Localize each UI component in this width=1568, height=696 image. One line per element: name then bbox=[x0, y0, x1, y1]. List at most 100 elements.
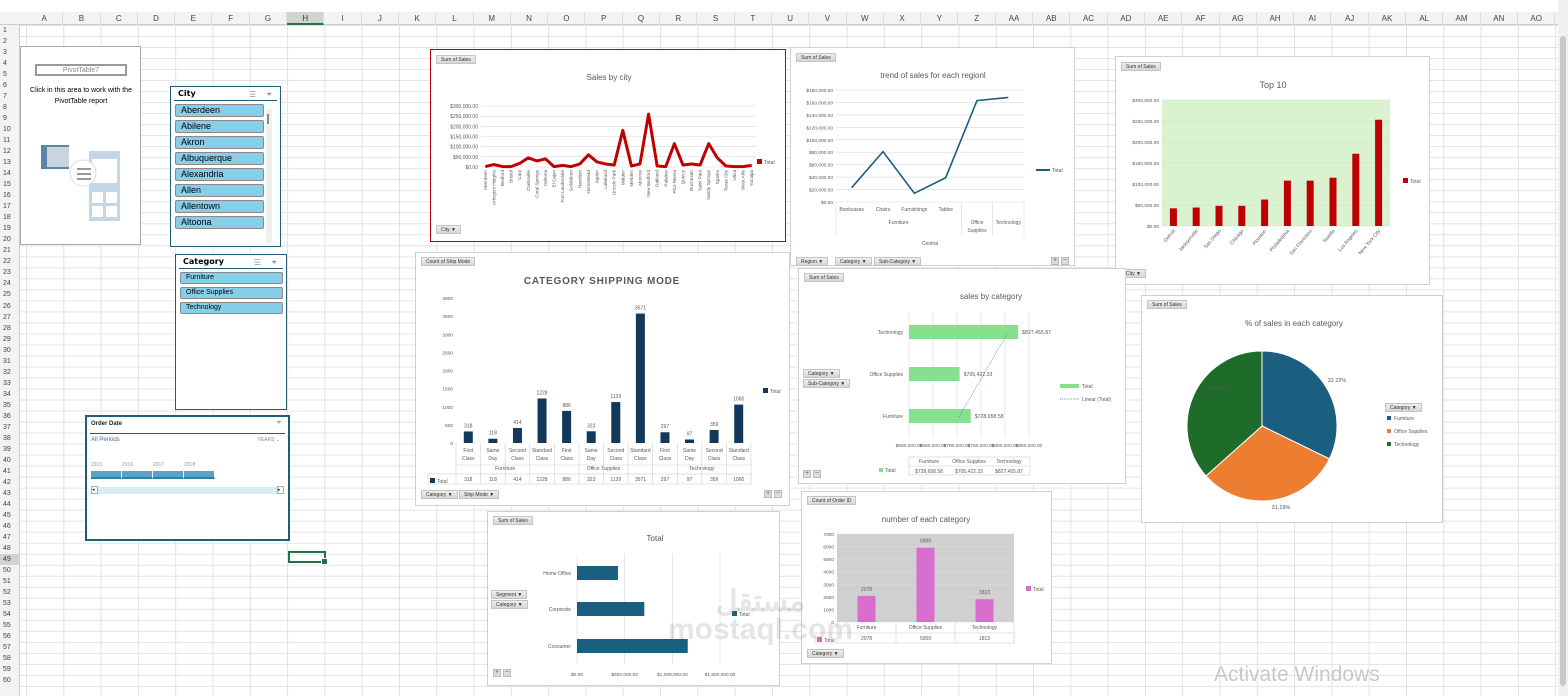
scroll-right-icon[interactable]: ▸ bbox=[277, 486, 284, 494]
row-header-9[interactable]: 9 bbox=[3, 115, 7, 123]
timeline-level-dropdown[interactable]: YEARS ⌄ bbox=[257, 437, 280, 443]
clear-filter-icon[interactable]: ⏷ bbox=[275, 418, 282, 427]
category-slicer-item[interactable]: Office Supplies bbox=[180, 287, 283, 299]
row-header-28[interactable]: 28 bbox=[3, 324, 11, 332]
sales-by-category-chart[interactable]: sales by category $600,000.00 $650,000.00 $… bbox=[798, 268, 1126, 484]
row-header-14[interactable]: 14 bbox=[3, 170, 11, 178]
row-header-39[interactable]: 39 bbox=[3, 445, 11, 453]
row-header-57[interactable]: 57 bbox=[3, 644, 11, 652]
row-header-29[interactable]: 29 bbox=[3, 335, 11, 343]
row-header-48[interactable]: 48 bbox=[3, 544, 11, 552]
column-header-C[interactable]: C bbox=[101, 12, 138, 25]
column-header-V[interactable]: V bbox=[809, 12, 847, 25]
row-header-13[interactable]: 13 bbox=[3, 159, 11, 167]
column-header-B[interactable]: B bbox=[63, 12, 101, 25]
value-field-button[interactable]: Sum of Sales bbox=[493, 516, 533, 525]
value-field-button[interactable]: Sum of Sales bbox=[804, 273, 844, 282]
pivot-table-placeholder[interactable]: PivotTable7 Click in this area to work w… bbox=[20, 46, 141, 245]
row-header-10[interactable]: 10 bbox=[3, 126, 11, 134]
collapse-field-button[interactable]: − bbox=[813, 470, 821, 478]
row-header-33[interactable]: 33 bbox=[3, 379, 11, 387]
city-slicer-item[interactable]: Allentown bbox=[175, 200, 264, 213]
timeline-year-2015[interactable]: 2015 bbox=[91, 462, 122, 479]
row-header-16[interactable]: 16 bbox=[3, 192, 11, 200]
column-header-AM[interactable]: AM bbox=[1443, 12, 1481, 25]
column-header-AL[interactable]: AL bbox=[1406, 12, 1444, 25]
multi-select-icon[interactable]: ☰ bbox=[249, 90, 257, 99]
row-header-24[interactable]: 24 bbox=[3, 280, 11, 288]
expand-field-button[interactable]: + bbox=[1051, 257, 1059, 265]
category-field-button[interactable]: Category ▼ bbox=[491, 600, 528, 609]
row-header-60[interactable]: 60 bbox=[3, 677, 11, 685]
column-header-T[interactable]: T bbox=[735, 12, 772, 25]
clear-filter-icon[interactable]: ⏷ bbox=[271, 258, 278, 267]
row-header-36[interactable]: 36 bbox=[3, 412, 11, 420]
column-header-I[interactable]: I bbox=[324, 12, 362, 25]
row-header-26[interactable]: 26 bbox=[3, 302, 11, 310]
column-header-F[interactable]: F bbox=[213, 12, 250, 25]
scrollbar-thumb[interactable] bbox=[1560, 36, 1566, 686]
column-header-K[interactable]: K bbox=[399, 12, 437, 25]
collapse-field-button[interactable]: − bbox=[1061, 257, 1069, 265]
row-header-45[interactable]: 45 bbox=[3, 511, 11, 519]
column-header-L[interactable]: L bbox=[436, 12, 474, 25]
row-header-53[interactable]: 53 bbox=[3, 600, 11, 608]
row-header-41[interactable]: 41 bbox=[3, 467, 11, 475]
top-10-chart[interactable]: Top 10 $0.00 $50,000.00 $100,000.00 $150,000… bbox=[1115, 56, 1430, 285]
column-header-AJ[interactable]: AJ bbox=[1332, 12, 1369, 25]
selected-cell-H49[interactable] bbox=[288, 551, 328, 565]
column-header-AG[interactable]: AG bbox=[1220, 12, 1257, 25]
slicer-scrollbar[interactable] bbox=[266, 109, 272, 243]
column-header-W[interactable]: W bbox=[847, 12, 884, 25]
row-header-21[interactable]: 21 bbox=[3, 247, 11, 255]
segment-field-button[interactable]: Segment ▼ bbox=[491, 590, 528, 599]
row-header-6[interactable]: 6 bbox=[3, 82, 7, 90]
city-slicer-item[interactable]: Allen bbox=[175, 184, 264, 197]
row-header-47[interactable]: 47 bbox=[3, 533, 11, 541]
column-header-AA[interactable]: AA bbox=[996, 12, 1034, 25]
sales-by-segment-chart[interactable]: Total $0.00 $500,000.00 $1,000,000.00 $1,500… bbox=[487, 511, 780, 686]
row-header-40[interactable]: 40 bbox=[3, 456, 11, 464]
row-header-4[interactable]: 4 bbox=[3, 60, 7, 68]
value-field-button[interactable]: Sum of Sales bbox=[1147, 300, 1187, 309]
row-header-58[interactable]: 58 bbox=[3, 655, 11, 663]
column-header-AN[interactable]: AN bbox=[1481, 12, 1518, 25]
order-date-timeline[interactable]: Order Date ⏷ All Periods YEARS ⌄ 2015 201… bbox=[85, 415, 290, 541]
clear-filter-icon[interactable]: ⏷ bbox=[266, 90, 273, 99]
category-field-button[interactable]: Category ▼ bbox=[421, 490, 458, 499]
row-header-46[interactable]: 46 bbox=[3, 522, 11, 530]
column-header-G[interactable]: G bbox=[250, 12, 288, 25]
row-header-15[interactable]: 15 bbox=[3, 181, 11, 189]
row-header-20[interactable]: 20 bbox=[3, 236, 11, 244]
vertical-scrollbar[interactable] bbox=[1558, 0, 1568, 696]
row-header-5[interactable]: 5 bbox=[3, 71, 7, 79]
column-header-Q[interactable]: Q bbox=[623, 12, 661, 25]
city-slicer-item[interactable]: Akron bbox=[175, 136, 264, 149]
row-header-3[interactable]: 3 bbox=[3, 49, 7, 57]
column-header-AO[interactable]: AO bbox=[1518, 12, 1556, 25]
column-header-N[interactable]: N bbox=[511, 12, 549, 25]
category-field-button[interactable]: Category ▼ bbox=[803, 369, 840, 378]
column-header-H[interactable]: H bbox=[287, 12, 325, 25]
city-slicer-item[interactable]: Abilene bbox=[175, 120, 264, 133]
column-header-A[interactable]: A bbox=[26, 12, 64, 25]
row-header-50[interactable]: 50 bbox=[3, 566, 11, 574]
row-header-8[interactable]: 8 bbox=[3, 104, 7, 112]
sales-by-city-chart[interactable]: Sales by city $0.00 $50,000.00 $100,000.00 $… bbox=[430, 49, 786, 242]
column-header-S[interactable]: S bbox=[697, 12, 735, 25]
column-header-J[interactable]: J bbox=[362, 12, 399, 25]
row-header-55[interactable]: 55 bbox=[3, 622, 11, 630]
row-header-51[interactable]: 51 bbox=[3, 578, 11, 585]
column-header-E[interactable]: E bbox=[175, 12, 213, 25]
timeline-year-2017[interactable]: 2017 bbox=[153, 462, 184, 479]
row-header-43[interactable]: 43 bbox=[3, 489, 11, 497]
column-header-P[interactable]: P bbox=[586, 12, 623, 25]
column-header-AF[interactable]: AF bbox=[1182, 12, 1220, 25]
row-header-22[interactable]: 22 bbox=[3, 258, 11, 266]
city-slicer-item[interactable]: Altoona bbox=[175, 216, 264, 229]
city-field-button[interactable]: City ▼ bbox=[436, 225, 461, 234]
row-header-31[interactable]: 31 bbox=[3, 357, 11, 365]
row-header-18[interactable]: 18 bbox=[3, 214, 11, 222]
column-header-R[interactable]: R bbox=[660, 12, 698, 25]
row-header-27[interactable]: 27 bbox=[3, 313, 11, 321]
